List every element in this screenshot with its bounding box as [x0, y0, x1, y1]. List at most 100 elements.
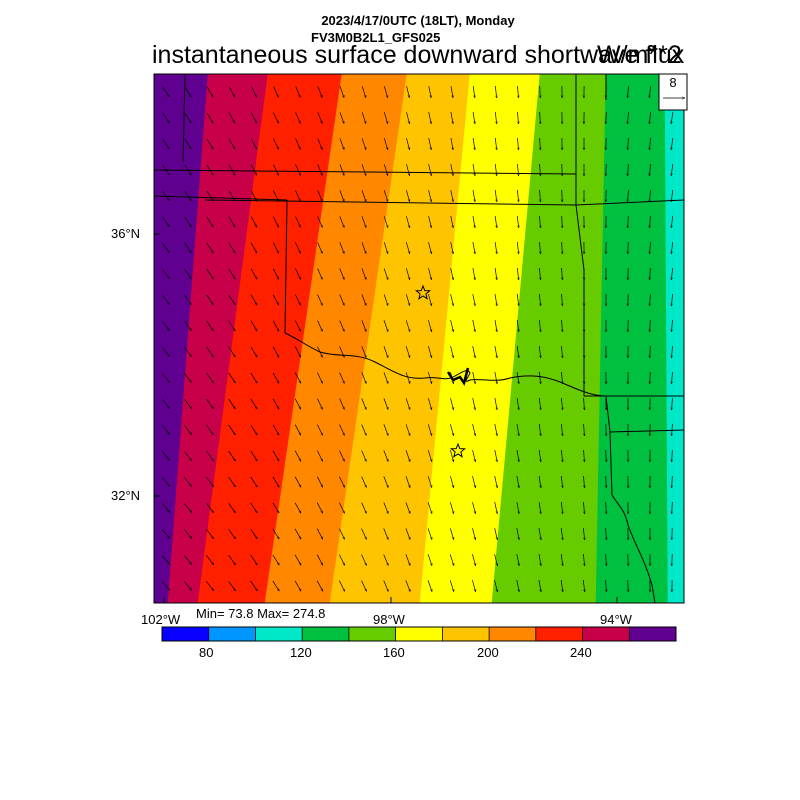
- wind-vector: [295, 164, 301, 176]
- arkansas-east-line: [575, 199, 684, 206]
- wind-vector: [339, 112, 344, 123]
- wind-vector: [494, 242, 497, 254]
- wind-vector: [383, 580, 389, 592]
- wind-vector: [361, 216, 366, 227]
- wind-vector: [516, 450, 519, 462]
- wind-vector: [628, 189, 629, 202]
- wind-vector: [316, 528, 324, 540]
- wind-vector: [672, 397, 673, 410]
- wind-vector: [361, 346, 367, 357]
- wind-vector: [228, 86, 236, 98]
- wind-vector: [584, 423, 585, 436]
- vector-reference-value: 8: [669, 75, 676, 90]
- shaded-band: [664, 74, 684, 603]
- wind-vector: [562, 293, 563, 306]
- wind-vector: [361, 190, 366, 201]
- wind-vector: [584, 397, 585, 410]
- wind-vector: [494, 502, 498, 514]
- wind-vector: [295, 294, 301, 306]
- wind-vector: [516, 267, 518, 280]
- wind-vector: [250, 112, 258, 124]
- wind-vector: [628, 579, 629, 592]
- wind-vector: [516, 215, 518, 228]
- wind-vector: [540, 189, 541, 202]
- wind-vector: [628, 215, 629, 228]
- wind-vector: [671, 112, 674, 124]
- wind-vector: [339, 242, 345, 253]
- wind-vector: [650, 267, 651, 280]
- wind-vector: [383, 346, 388, 357]
- wind-vector: [628, 163, 629, 176]
- wind-vector: [540, 241, 541, 254]
- wind-vector: [518, 111, 519, 124]
- wind-vector: [427, 450, 432, 461]
- wind-vector: [295, 112, 301, 124]
- wind-vector: [406, 216, 409, 228]
- wind-vector: [606, 553, 607, 566]
- wind-vector: [162, 86, 170, 97]
- shaded-band: [167, 74, 269, 603]
- wind-vector: [383, 502, 389, 513]
- wind-vector: [516, 346, 519, 358]
- star-icon: [449, 442, 467, 458]
- wind-vector: [449, 528, 453, 539]
- wind-vector: [184, 164, 192, 175]
- wind-vector: [561, 449, 562, 462]
- wind-vector: [583, 553, 584, 566]
- wind-vector: [427, 424, 431, 435]
- wind-vector: [162, 216, 170, 227]
- wind-vector: [494, 111, 496, 124]
- wind-vector: [428, 216, 432, 228]
- wind-vector: [206, 346, 214, 357]
- oklahoma-north-border: [204, 199, 577, 206]
- colorbar-swatch: [302, 627, 350, 641]
- wind-vector: [494, 294, 497, 306]
- wind-vector: [628, 137, 629, 150]
- wind-vector: [361, 86, 366, 97]
- wind-vector: [472, 294, 475, 306]
- wind-vector: [516, 528, 519, 540]
- wind-vector: [518, 137, 519, 150]
- wind-vector: [184, 138, 192, 149]
- wind-vector: [184, 346, 191, 357]
- wind-vector: [405, 320, 410, 331]
- wind-vector: [383, 268, 388, 279]
- shaded-band: [197, 74, 343, 603]
- colorbar-swatch: [629, 627, 677, 641]
- colorbar-swatch: [395, 627, 443, 641]
- wind-vector: [206, 450, 214, 461]
- wind-vector: [161, 529, 170, 539]
- lat-label-32n: 32°N: [111, 488, 141, 503]
- wind-vector: [449, 554, 454, 565]
- wind-vector: [450, 242, 454, 254]
- wind-vector: [672, 501, 673, 514]
- wind-vector: [228, 216, 236, 227]
- colorbar-frame: [161, 626, 677, 642]
- wind-vector: [206, 190, 214, 201]
- wind-vector: [228, 346, 236, 357]
- wind-vector: [450, 398, 454, 410]
- wind-vector: [450, 138, 453, 150]
- wind-vector: [339, 346, 345, 358]
- wind-vector: [582, 579, 584, 592]
- wind-vector: [339, 164, 344, 175]
- wind-vector: [184, 372, 191, 383]
- wind-vector: [672, 423, 673, 436]
- wind-vector: [294, 424, 302, 436]
- wind-vector: [339, 372, 345, 384]
- wind-vector: [184, 268, 192, 279]
- wind-vector: [361, 164, 366, 175]
- wind-vector: [494, 450, 497, 462]
- colorbar-swatch: [162, 627, 209, 641]
- wind-vector: [272, 190, 280, 202]
- wind-vector: [450, 268, 454, 280]
- wind-vector: [206, 138, 214, 149]
- wind-vector: [494, 424, 497, 436]
- wind-vector: [162, 190, 170, 201]
- wind-vector: [472, 320, 475, 332]
- wind-vector: [361, 502, 367, 514]
- wind-vector: [250, 346, 258, 357]
- wind-vector: [671, 215, 674, 228]
- wind-vector: [516, 320, 519, 332]
- wind-vector: [584, 475, 585, 488]
